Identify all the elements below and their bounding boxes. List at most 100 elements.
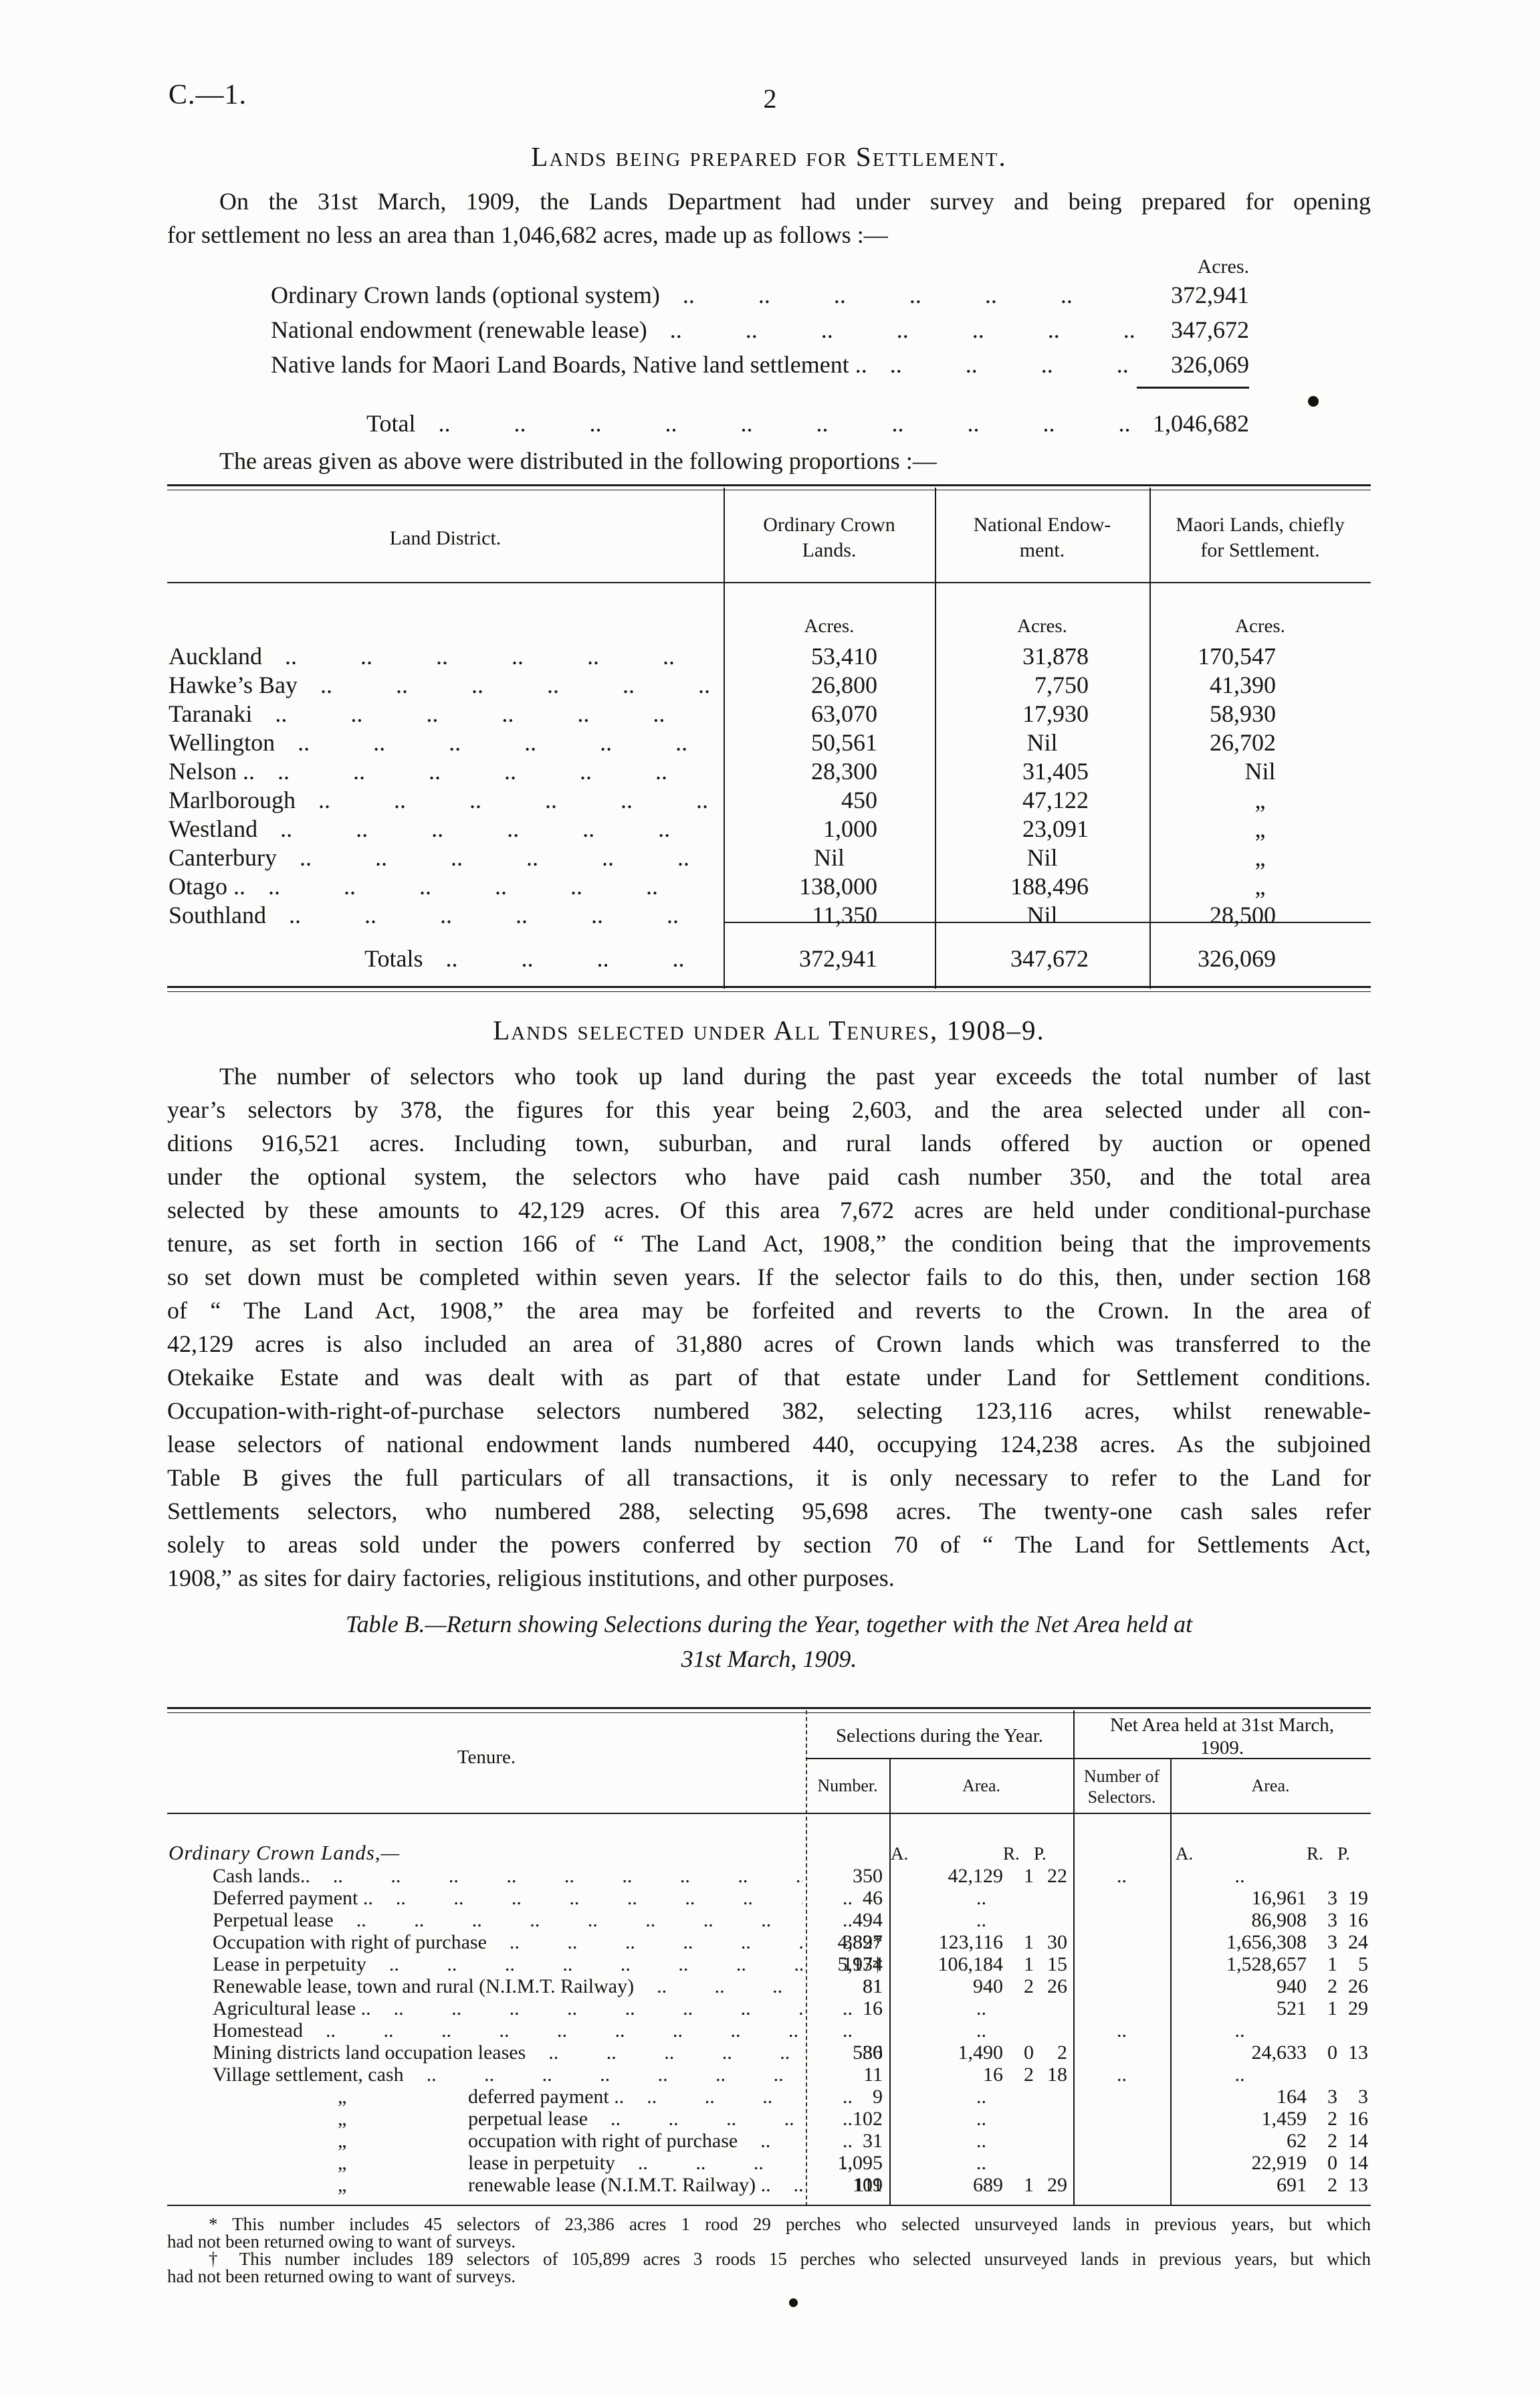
- tableB-tenure-label: Renewable lease, town and rural (N.I.M.T…: [213, 1975, 635, 1997]
- tableB-tenure: renewable lease (N.I.M.T. Railway) .. .. …: [468, 2174, 802, 2196]
- tableB-title: Table B.—Return showing Selections durin…: [167, 1607, 1371, 1676]
- leader-dots: .. .. .. .. .. .. .. .. .. .. .. .. .. .…: [669, 316, 1137, 343]
- tableB-cell-netarea-a: 1,528,657: [1226, 1953, 1307, 1975]
- tableB-tenure-label: Homestead: [213, 2019, 303, 2041]
- summary-item: National endowment (renewable lease) .. .…: [271, 316, 1137, 345]
- tableB-cell-area-r: 0: [1024, 2041, 1034, 2064]
- table1-district-label: Auckland: [169, 643, 262, 670]
- table1-district: Auckland .. .. .. .. .. .. .. .. .. .. ..…: [169, 642, 719, 672]
- tableB-unit-p1: P.: [1034, 1843, 1047, 1864]
- text-line: Otekaike Estate and was dealt with as pa…: [167, 1364, 1371, 1391]
- text-line: selected by these amounts to 42,129 acre…: [167, 1197, 1371, 1223]
- leader-dots: .. .. .. .. .. .. .. .. .. .. .. .. .. .…: [267, 873, 719, 900]
- tableB-cell-netarea-p: 14: [1348, 2130, 1368, 2152]
- tableB-cell-netarea-a: 24,633: [1251, 2041, 1307, 2064]
- leader-dots: .. .. .. .. .. .. .. .. .. .. .. .. .. .…: [682, 282, 1137, 308]
- tableB-tenure: Cash lands.. .. .. .. .. .. .. .. .. .. .…: [213, 1865, 802, 1887]
- text-line: Selectors.: [1087, 1787, 1156, 1807]
- tableB-header-area: Area.: [962, 1776, 1000, 1795]
- tableB-header-tenure: Tenure.: [457, 1747, 516, 1768]
- leader-dots: .. .. .. .. .. .. .. .. .. .. .. .. .. .…: [318, 787, 719, 813]
- text-line: year’s selectors by 378, the figures for…: [167, 1096, 1371, 1123]
- table1-cell-ne: 31,405: [1022, 758, 1089, 785]
- tableB-cell-netarea-a: 940: [1277, 1975, 1307, 1997]
- ditto-mark: „: [338, 2108, 347, 2130]
- tableB-cell-area-p: 29: [1047, 2174, 1067, 2196]
- tableB-tenure: Agricultural lease .. .. .. .. .. .. .. .…: [213, 1997, 802, 2019]
- table1-header-maori-lands: Maori Lands, chiefly for Settlement.: [1149, 512, 1371, 563]
- tableB-cell-area-r: 2: [1024, 1975, 1034, 1997]
- tableB-cell-area-r: 1: [1024, 1931, 1034, 1953]
- tableB-cell-area-p: 18: [1047, 2064, 1067, 2086]
- summary-item-label: Ordinary Crown lands (optional system): [271, 282, 660, 308]
- tableB-cell-netarea-a: ..: [1234, 2064, 1245, 2086]
- tableB-cell-num-selectors: 4,897: [837, 1931, 883, 1953]
- table1-district-label: Otago ..: [169, 873, 245, 900]
- tableB-cell-number: 81: [863, 1975, 883, 1997]
- tableB-tenure-label: deferred payment ..: [468, 2086, 625, 2108]
- table1-cell-ocl: 138,000: [799, 873, 877, 900]
- tableB-header-net-area-group: Net Area held at 31st March, 1909.: [1073, 1714, 1371, 1759]
- tableB-cell-number: 109: [853, 2174, 883, 2196]
- tableB-cell-area-r: 1: [1024, 1953, 1034, 1975]
- tableB-header-number: Number.: [817, 1776, 878, 1795]
- leader-dots: .. .. .. .. .. .. .. .. .. .. .. .. .. .…: [320, 672, 719, 698]
- tableB-tenure-label: Deferred payment ..: [213, 1887, 373, 1909]
- table1-district: Marlborough .. .. .. .. .. .. .. .. .. ..…: [169, 786, 719, 815]
- tableB-cell-area-a: 1,490: [958, 2041, 1004, 2064]
- table1-cell-ma: 170,547: [1198, 643, 1276, 670]
- tableB-cell-num-selectors: 5,174: [837, 1953, 883, 1975]
- text-line: The areas given as above were distribute…: [219, 447, 937, 474]
- tableB-cell-area-a: ..: [976, 1909, 986, 1931]
- tableB-cell-netarea-a: ..: [1234, 1865, 1245, 1887]
- table1-district-label: Hawke’s Bay: [169, 672, 298, 698]
- tableB-cell-netarea-a: 16,961: [1251, 1887, 1307, 1909]
- tableB-cell-area-a: ..: [976, 2130, 986, 2152]
- ditto-mark: „: [338, 2152, 347, 2174]
- table1-cell-ocl: 63,070: [811, 700, 877, 727]
- leader-dots: .. .. .. .. .. .. .. .. .. .. .. .. .. .…: [389, 1953, 802, 1975]
- tableB-cell-num-selectors: ..: [1117, 2064, 1127, 2086]
- table1-totals-rule: [724, 922, 1371, 923]
- tableB-cell-area-a: ..: [976, 1887, 986, 1909]
- table1-units-ne: Acres.: [1017, 615, 1067, 637]
- tableB-cell-netarea-a: 1,656,308: [1226, 1931, 1307, 1953]
- table1-district-label: Marlborough: [169, 787, 296, 813]
- table1-cell-ocl: 50,561: [811, 729, 877, 756]
- tableB-divider-tenure: [806, 1710, 807, 2206]
- tableB-cell-number: 11: [863, 2064, 883, 2086]
- summary-item-value: 372,941: [1171, 282, 1249, 308]
- table1-cell-ocl: 450: [841, 787, 877, 813]
- leader-dots: .. .. .. .. .. .. .. .. .. .. .. .. .. .…: [889, 351, 1137, 378]
- tableB-cell-num-selectors: 102: [853, 2108, 883, 2130]
- tableB-cell-number: 350: [853, 1865, 883, 1887]
- tableB-cell-netarea-r: 2: [1327, 2174, 1337, 2196]
- tableB-unit-a1: A.: [891, 1843, 909, 1864]
- table1-cell-ne: 7,750: [1034, 672, 1089, 698]
- tableB-tenure-label: lease in perpetuity: [468, 2152, 615, 2174]
- tableB-cell-netarea-r: 3: [1327, 1931, 1337, 1953]
- text-line: National Endow-: [973, 514, 1111, 536]
- table1-cell-ne: 23,091: [1022, 815, 1089, 842]
- table1-cell-ma: Nil: [1244, 758, 1276, 785]
- table1-cell-ne: Nil: [1026, 844, 1058, 871]
- tableB-unit-r1: R.: [1003, 1843, 1020, 1864]
- leader-dots: .. .. .. .. .. .. .. .. .. .. .. .. .. .…: [298, 729, 719, 756]
- tableB-cell-area-a: 16: [983, 2064, 1003, 2086]
- table1-cell-ocl: 11,350: [812, 902, 877, 928]
- tableB-cell-netarea-a: 521: [1277, 1997, 1307, 2019]
- tableB-cell-num-selectors: 16: [863, 1997, 883, 2019]
- tableB-cell-area-r: 1: [1024, 2174, 1034, 2196]
- text-line: Table B.—Return showing Selections durin…: [345, 1611, 1193, 1637]
- table1-header-land-district: Land District.: [389, 527, 502, 549]
- table1-cell-ne: Nil: [1026, 729, 1058, 756]
- table1-district-label: Nelson ..: [169, 758, 255, 785]
- tableB-tenure-label: Cash lands..: [213, 1865, 310, 1887]
- leader-dots: .. .. .. .. .. .. .. .. .. .. .. .. .. .…: [332, 1865, 802, 1887]
- leader-dots: .. .. .. .. .. .. .. .. .. .. .. .. .. .…: [657, 1975, 802, 1997]
- tableB-tenure: Perpetual lease .. .. .. .. .. .. .. .. .…: [213, 1909, 802, 1931]
- table1-cell-ne: 31,878: [1022, 643, 1089, 670]
- tableB-tenure: perpetual lease .. .. .. .. .. .. .. .. .…: [468, 2108, 802, 2130]
- tableB-cell-num-selectors: ..: [1117, 1865, 1127, 1887]
- table1-district: Westland .. .. .. .. .. .. .. .. .. .. ..…: [169, 815, 719, 844]
